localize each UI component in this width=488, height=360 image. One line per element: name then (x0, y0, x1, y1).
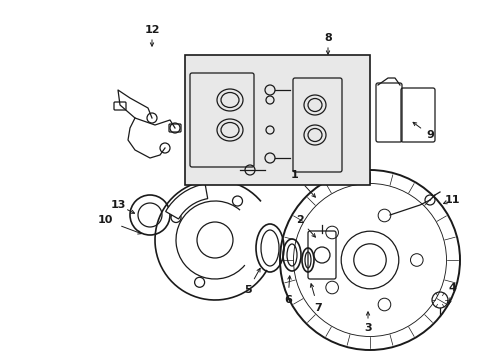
Text: 13: 13 (110, 200, 125, 210)
Bar (184, 55, 369, 185)
Text: 7: 7 (313, 303, 321, 313)
Text: 9: 9 (425, 130, 433, 140)
Text: 1: 1 (290, 170, 298, 180)
Text: 4: 4 (447, 283, 455, 293)
Text: 2: 2 (296, 215, 303, 225)
Text: 5: 5 (244, 285, 251, 295)
Wedge shape (165, 184, 207, 219)
Text: 12: 12 (144, 25, 160, 35)
Text: 8: 8 (324, 33, 331, 43)
Text: 6: 6 (284, 295, 291, 305)
Text: 10: 10 (97, 215, 112, 225)
Text: 3: 3 (364, 323, 371, 333)
Text: 11: 11 (443, 195, 459, 205)
